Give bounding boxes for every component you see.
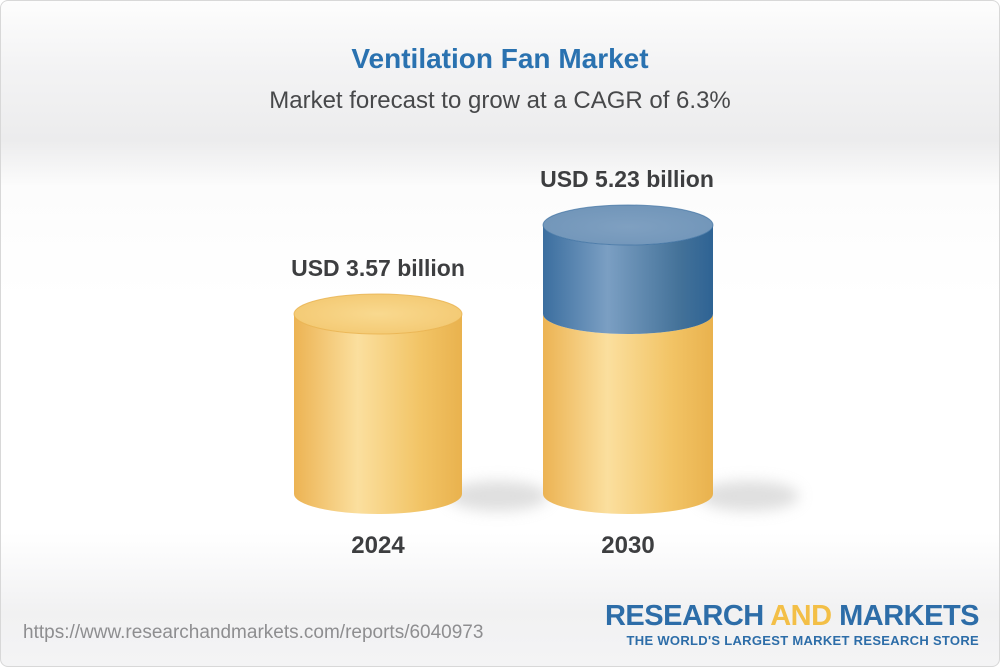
logo-wordmark: RESEARCH AND MARKETS xyxy=(604,600,980,632)
value-label-2030: USD 5.23 billion xyxy=(540,166,714,192)
report-url-link[interactable]: https://www.researchandmarkets.com/repor… xyxy=(23,622,484,643)
chart-subtitle: Market forecast to grow at a CAGR of 6.3… xyxy=(269,87,731,114)
logo-word-research: RESEARCH xyxy=(604,600,764,632)
logo-word-markets: MARKETS xyxy=(839,600,979,632)
bar-cylinder-2030 xyxy=(542,204,714,514)
company-logo: RESEARCH AND MARKETS THE WORLD'S LARGEST… xyxy=(604,600,980,649)
cylinder-shadows xyxy=(448,481,799,511)
value-label-2024: USD 3.57 billion xyxy=(291,255,465,281)
logo-tagline: THE WORLD'S LARGEST MARKET RESEARCH STOR… xyxy=(626,633,979,649)
logo-word-and: AND xyxy=(770,600,832,632)
bar-cylinder-2024 xyxy=(293,293,463,514)
x-axis-label-2024: 2024 xyxy=(351,532,405,559)
x-axis-label-2030: 2030 xyxy=(601,532,655,559)
chart-title: Ventilation Fan Market xyxy=(351,43,649,74)
